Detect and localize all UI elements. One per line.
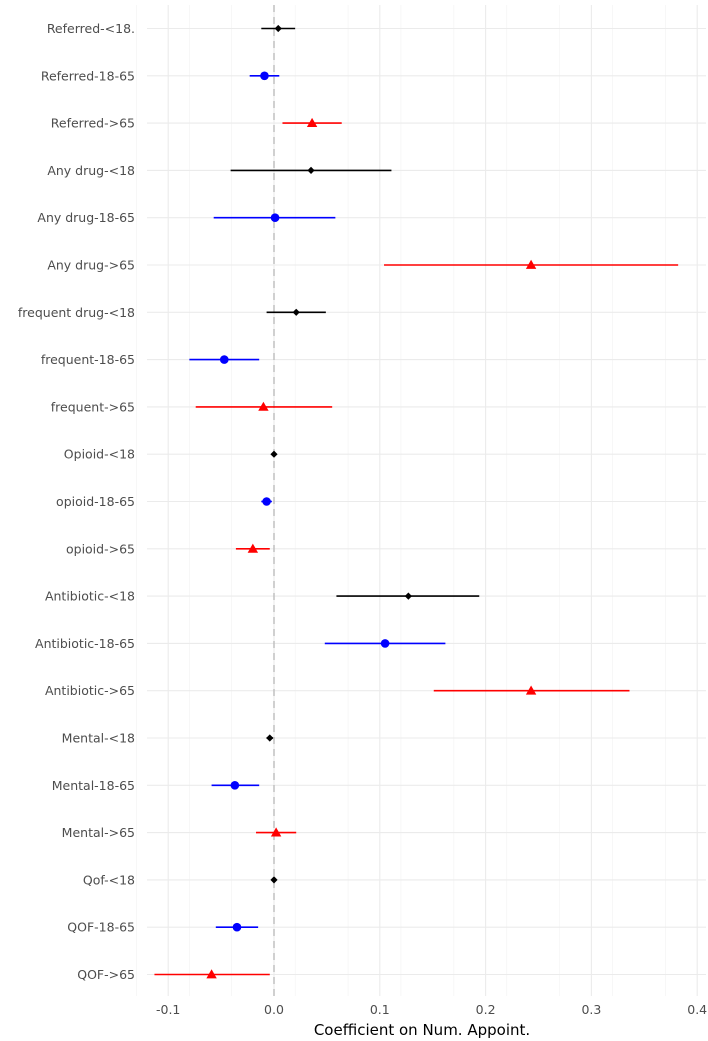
y-tick-label: Opioid-<18: [64, 447, 135, 462]
y-tick-label: opioid->65: [66, 541, 135, 556]
point-estimate: [525, 259, 537, 269]
x-axis-title: Coefficient on Num. Appoint.: [314, 1021, 530, 1039]
point-estimate: [274, 24, 282, 33]
y-tick-label: QOF-18-65: [67, 920, 135, 935]
y-tick-label: Antibiotic->65: [45, 683, 135, 698]
y-tick-label: Any drug->65: [47, 258, 135, 273]
y-tick-label: frequent drug-<18: [18, 305, 135, 320]
point-estimate: [270, 876, 278, 884]
point-estimate: [262, 497, 271, 506]
x-tick-label: 0.4: [687, 1002, 707, 1017]
grid-lines: [136, 5, 706, 996]
point-estimate: [404, 592, 412, 600]
x-tick-label: 0.0: [264, 1002, 284, 1017]
point-estimate: [258, 401, 269, 411]
x-tick-label: 0.1: [370, 1002, 390, 1017]
y-tick-label: Antibiotic-<18: [45, 589, 135, 604]
y-tick-label: Referred-<18.: [47, 21, 135, 36]
y-tick-label: Qof-<18: [83, 872, 135, 887]
point-estimate: [380, 639, 390, 648]
y-tick-label: frequent->65: [51, 399, 135, 414]
point-estimate: [270, 450, 278, 458]
point-estimate: [266, 734, 274, 742]
y-tick-label: QOF->65: [77, 967, 135, 982]
y-tick-label: Mental-<18: [62, 731, 135, 746]
point-estimate: [232, 922, 242, 932]
y-tick-label: opioid-18-65: [56, 494, 135, 509]
point-estimate: [230, 781, 240, 790]
point-estimate: [270, 827, 282, 837]
y-tick-label: Mental->65: [62, 825, 135, 840]
point-estimate: [306, 117, 318, 127]
point-estimate: [292, 308, 300, 316]
y-tick-label: Any drug-<18: [47, 163, 135, 178]
point-estimate: [307, 166, 315, 174]
point-estimate: [247, 543, 259, 553]
y-tick-label: frequent-18-65: [41, 352, 135, 367]
point-estimate: [260, 71, 269, 81]
x-tick-label: 0.3: [581, 1002, 601, 1017]
y-axis-labels: Referred-<18. Referred-18-65 Referred->65 A…: [18, 21, 135, 982]
y-tick-label: Mental-18-65: [52, 778, 135, 793]
x-tick-label: -0.1: [156, 1002, 180, 1017]
point-estimate: [206, 969, 217, 979]
y-tick-label: Referred->65: [51, 116, 135, 131]
point-estimate: [219, 355, 229, 364]
y-tick-label: Referred-18-65: [41, 68, 135, 83]
y-tick-label: Any drug-18-65: [37, 210, 135, 225]
x-tick-label: 0.2: [476, 1002, 496, 1017]
x-axis-tick-labels: -0.1 0.0 0.1 0.2 0.3 0.4: [156, 1002, 707, 1017]
point-estimate: [525, 685, 537, 695]
point-estimates: [206, 24, 537, 979]
y-tick-label: Antibiotic-18-65: [35, 636, 135, 651]
point-estimate: [270, 213, 280, 222]
